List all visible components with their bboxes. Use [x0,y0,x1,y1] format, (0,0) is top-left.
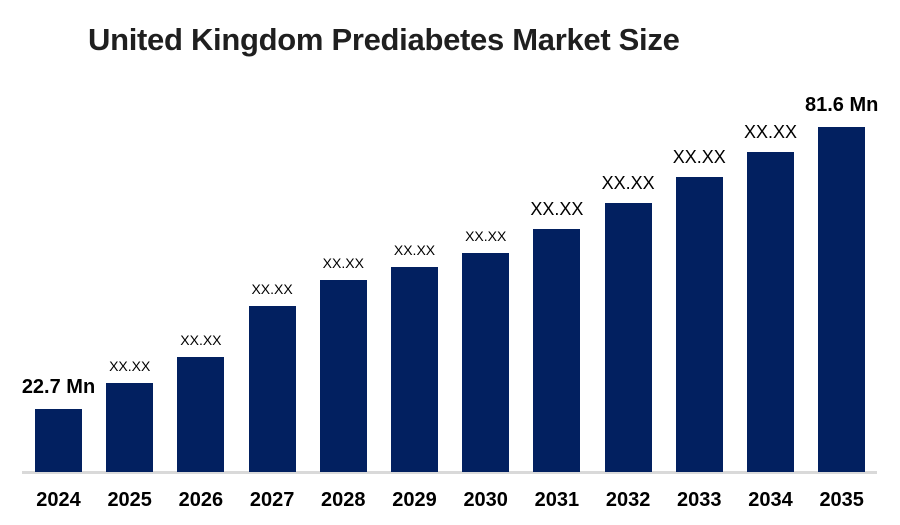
bar-2029 [391,267,438,472]
x-axis-label-2034: 2034 [748,489,793,511]
x-axis-label-2027: 2027 [249,489,295,511]
bar-2032 [604,203,652,472]
bar-group-2032: XX.XX [568,173,688,472]
bar-value-label-2024: 22.7 Mn [21,376,96,398]
x-axis-label-2030: 2030 [463,489,508,511]
bar-2028 [319,280,367,472]
bar-value-label-2033: XX.XX [672,147,726,168]
bar-2033 [675,177,723,472]
bar-value-label-2030: XX.XX [465,227,507,244]
x-axis-label-2032: 2032 [605,489,651,511]
bar-value-label-2032: XX.XX [601,173,655,194]
bar-group-2030: XX.XX [426,228,546,472]
bar-2027 [248,306,296,472]
bar-group-2028: XX.XX [283,255,403,472]
bar-group-2031: XX.XX [497,199,617,472]
bar-2026 [177,357,225,472]
bar-2035 [818,127,866,472]
bar-group-2035: 81.6 Mn [782,94,900,472]
x-axis-label-2029: 2029 [392,489,437,511]
bar-value-label-2035: 81.6 Mn [805,94,879,116]
x-axis-label-2025: 2025 [107,489,152,511]
bar-2030 [462,253,510,472]
x-axis-label-2026: 2026 [178,489,224,511]
bar-group-2025: XX.XX [70,358,190,472]
bar-2031 [533,229,581,472]
bar-value-label-2029: XX.XX [393,241,436,258]
bar-group-2029: XX.XX [355,242,475,472]
chart-title: United Kingdom Prediabetes Market Size [88,22,680,57]
bar-group-2034: XX.XX [711,122,831,472]
bar-2024 [35,409,82,472]
bar-value-label-2028: XX.XX [322,254,364,271]
bar-2034 [747,152,794,472]
bar-value-label-2025: XX.XX [109,357,151,374]
x-axis-label-2024: 2024 [36,489,81,511]
bar-value-label-2026: XX.XX [180,331,222,348]
bar-group-2027: XX.XX [212,281,332,472]
x-axis-label-2035: 2035 [819,489,864,511]
x-axis-label-2031: 2031 [534,489,580,511]
bar-value-label-2027: XX.XX [251,280,293,297]
bar-group-2033: XX.XX [639,147,759,472]
x-axis-label-2028: 2028 [321,489,366,511]
x-axis-label-2033: 2033 [677,489,722,511]
bar-value-label-2034: XX.XX [743,122,798,143]
bar-group-2024: 22.7 Mn [0,376,119,472]
x-axis-line [22,471,877,474]
bar-2025 [106,383,154,472]
bar-value-label-2031: XX.XX [530,199,584,220]
bar-group-2026: XX.XX [141,332,261,472]
